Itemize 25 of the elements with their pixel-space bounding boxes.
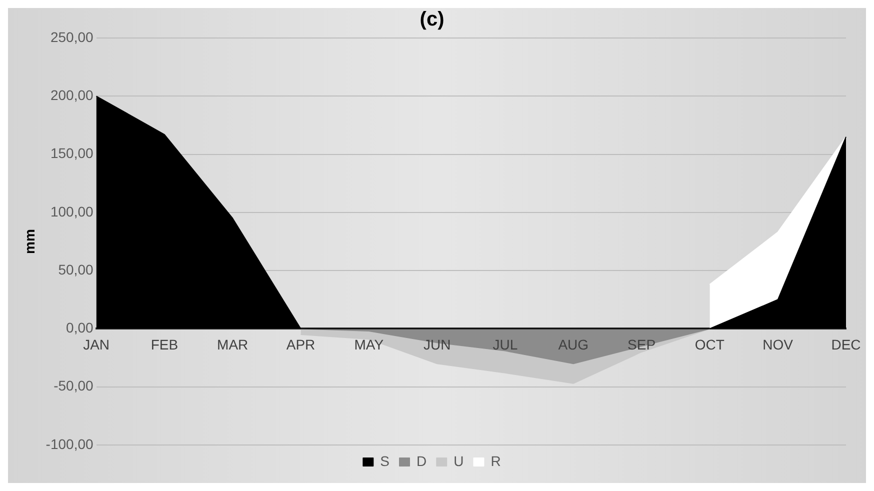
y-tick-label: 50,00 <box>58 261 94 278</box>
legend-label: D <box>416 452 427 469</box>
y-tick-label: 0,00 <box>66 320 94 336</box>
x-tick-label: APR <box>286 336 316 353</box>
x-tick-label: MAY <box>354 336 384 353</box>
x-tick-label: AUG <box>558 336 589 353</box>
y-axis-title: mm <box>21 229 38 254</box>
x-tick-label: JAN <box>83 336 110 353</box>
y-tick-label: -50,00 <box>54 378 94 394</box>
legend-label: S <box>380 452 390 469</box>
y-tick-label: 250,00 <box>50 28 94 45</box>
x-tick-label: FEB <box>150 336 178 353</box>
y-tick-label: 100,00 <box>50 203 94 220</box>
x-tick-label: NOV <box>762 336 794 353</box>
x-tick-label: OCT <box>694 336 725 353</box>
y-tick-label: 200,00 <box>50 87 94 103</box>
x-tick-label: MAR <box>217 336 248 353</box>
legend-label: U <box>454 452 464 469</box>
chart-title: (c) <box>420 8 444 31</box>
x-tick-label: JUN <box>423 336 451 353</box>
x-tick-label: DEC <box>831 336 861 353</box>
legend-label: R <box>490 452 501 469</box>
x-tick-label: JUL <box>492 336 518 353</box>
y-tick-label: 150,00 <box>50 145 94 162</box>
y-tick-label: -100,00 <box>46 436 94 452</box>
